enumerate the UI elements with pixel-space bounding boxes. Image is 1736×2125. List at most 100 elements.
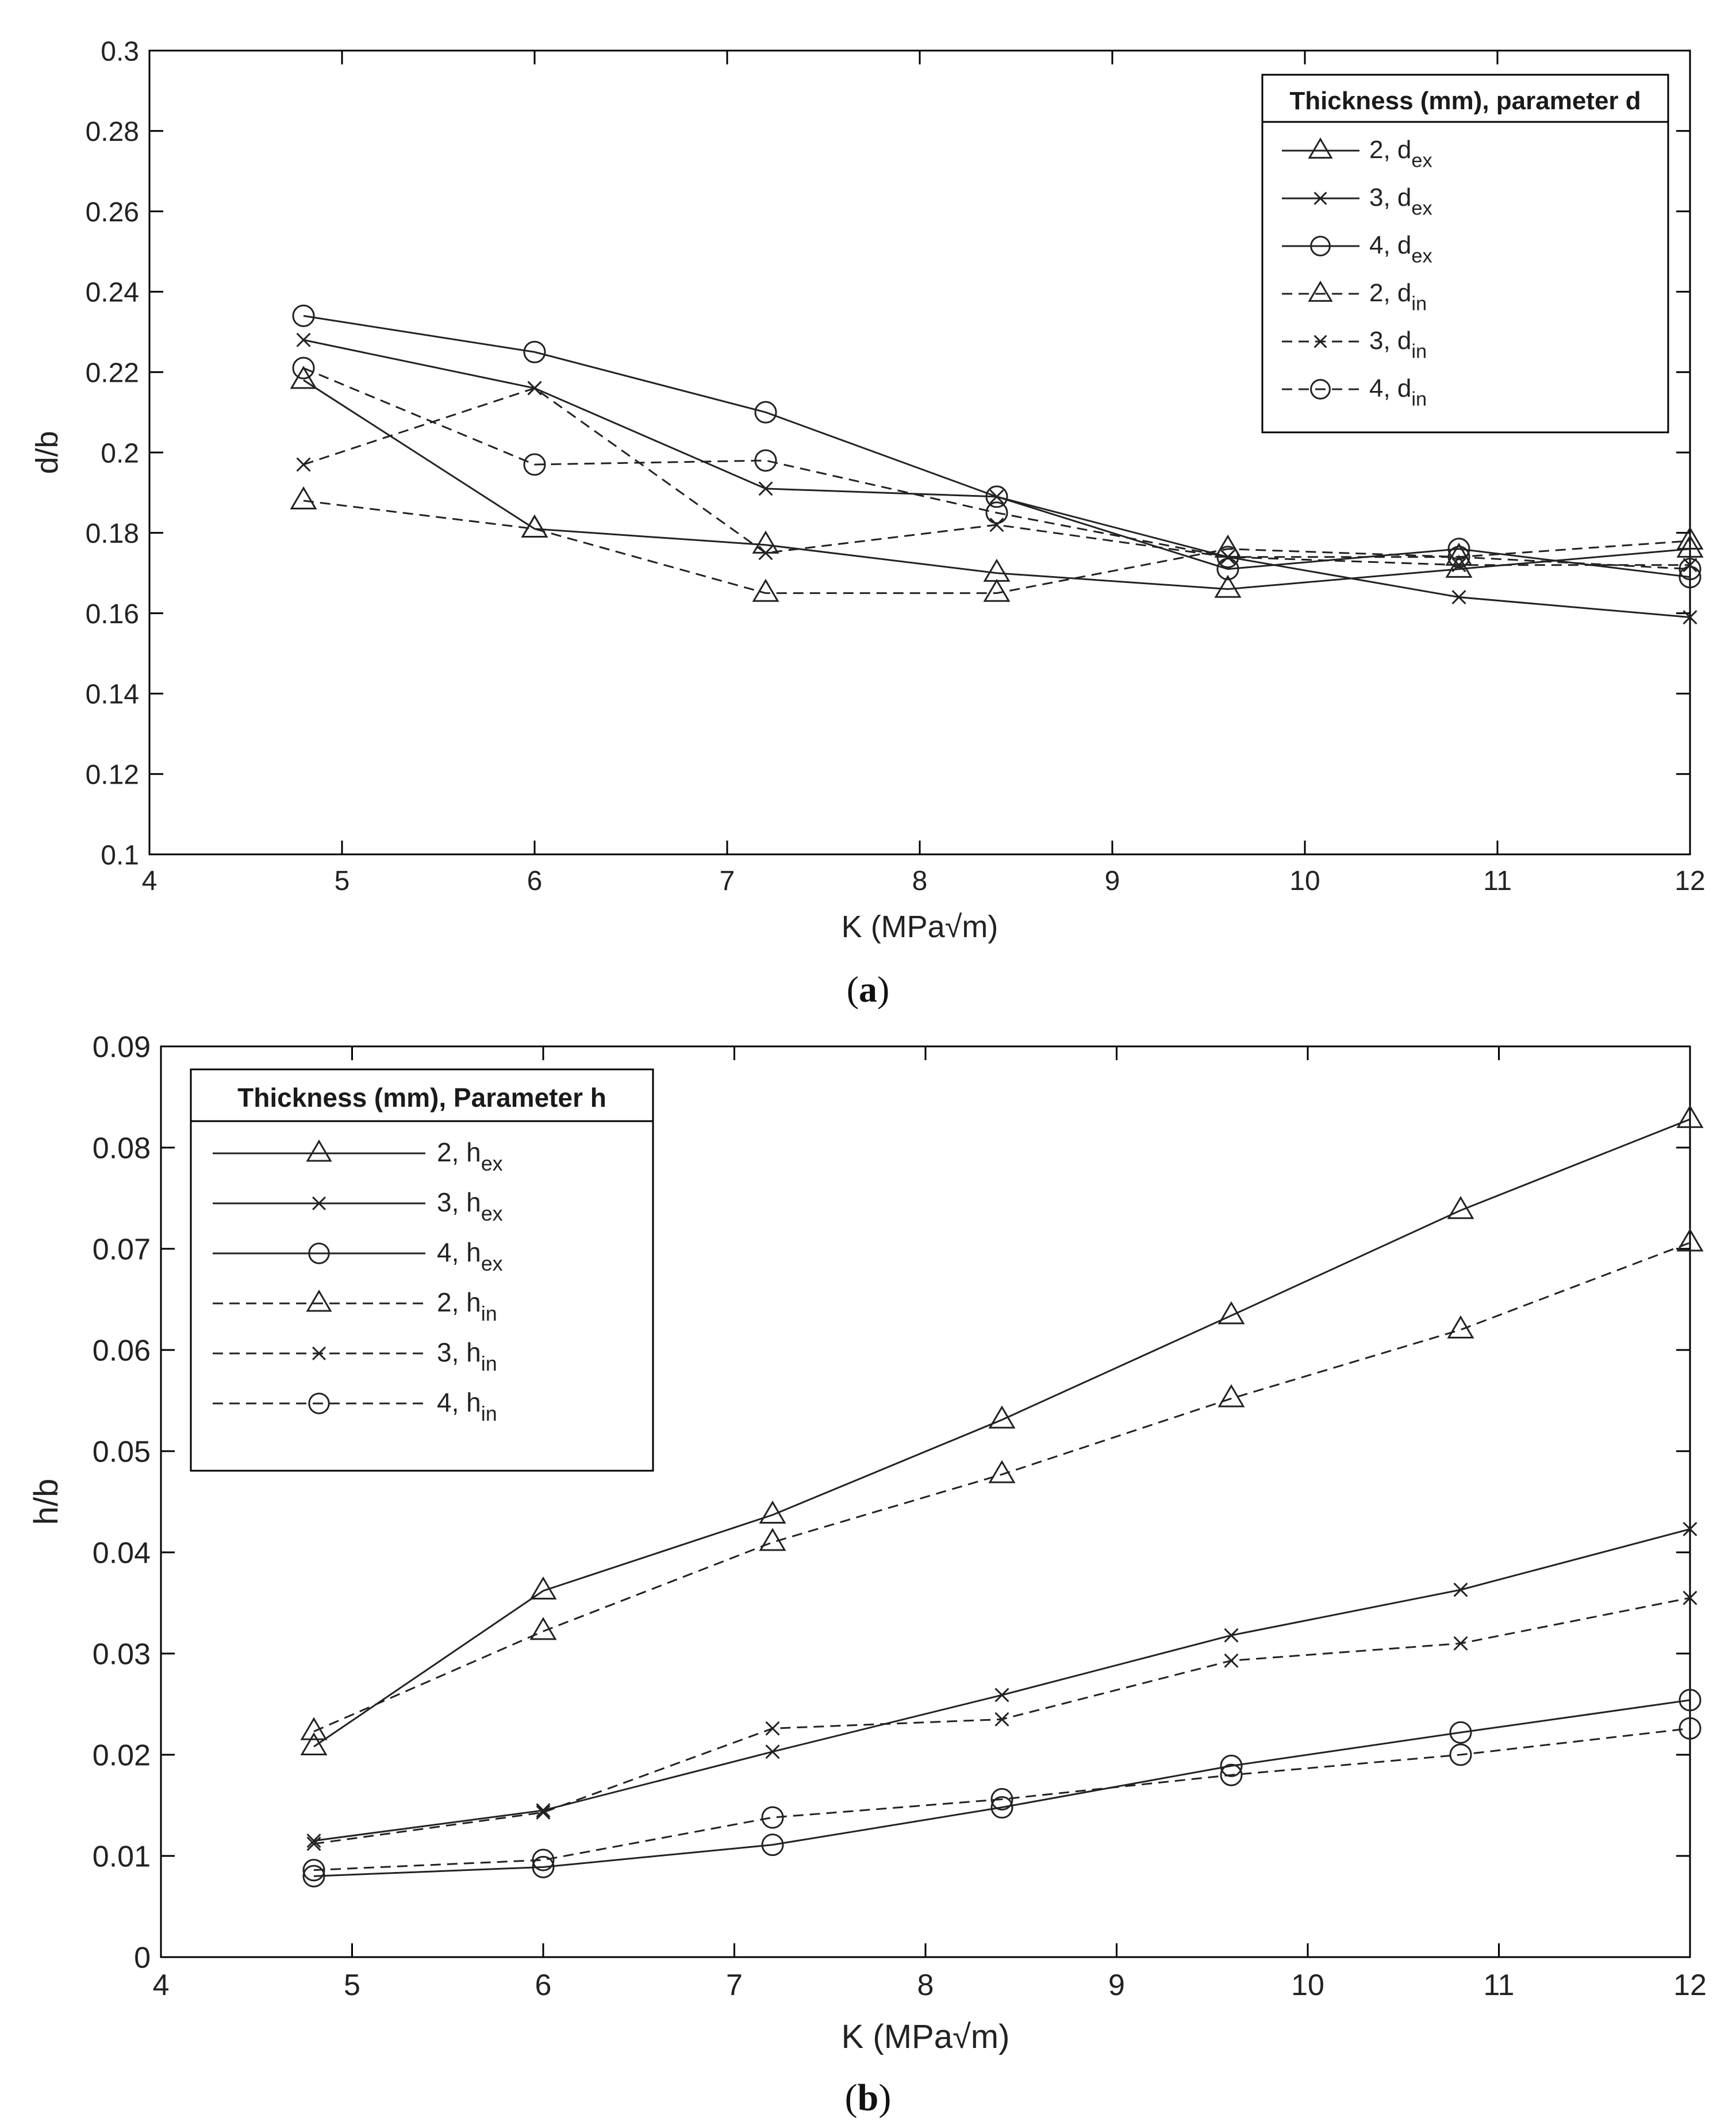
chart-b: 4 5 6 7 8 9 10 11 12 0 0.01 0.02 0.03 0.04 0.05 0.06 0.0… <box>28 1031 1707 2119</box>
x-tick-label: 9 <box>1105 866 1120 896</box>
legend-entry: 2, dex <box>1282 136 1432 172</box>
x-tick-label: 6 <box>535 1969 552 2002</box>
legend-marker-sample <box>306 1140 332 1162</box>
legend-marker-sample <box>308 1393 330 1414</box>
legend-entry: 2, hex <box>213 1137 503 1175</box>
data-point <box>761 1806 784 1829</box>
y-tick-label: 0.24 <box>86 278 139 308</box>
x-tick-label: 4 <box>153 1969 170 2002</box>
legend-box-b <box>190 1068 654 1472</box>
data-point <box>529 1576 557 1600</box>
series-line <box>313 1118 1691 1748</box>
data-point <box>290 366 317 389</box>
legend-entry: 2, din <box>1282 279 1427 315</box>
legend-label: 3, hin <box>437 1337 497 1375</box>
legend-label-main: 2, d <box>1369 279 1411 307</box>
data-point <box>300 1717 328 1740</box>
x-tick-label: 10 <box>1289 866 1320 896</box>
data-point <box>1220 1763 1243 1786</box>
legend-label-subscript: in <box>1411 389 1427 411</box>
y-tick-label: 0.12 <box>86 760 139 790</box>
legend-label-main: 2, h <box>437 1287 481 1317</box>
legend-label: 2, hex <box>437 1137 503 1175</box>
y-tick-label: 0.18 <box>86 519 139 549</box>
y-tick-label: 0.04 <box>93 1537 151 1570</box>
data-point <box>1447 1196 1474 1219</box>
data-point <box>300 1732 328 1756</box>
data-point <box>1447 546 1470 569</box>
x-tick-label: 7 <box>720 866 735 896</box>
data-point <box>1216 546 1239 569</box>
legend-label-subscript: ex <box>1411 198 1432 220</box>
legend-marker-sample <box>1313 191 1327 205</box>
y-tick-label: 0.3 <box>101 36 139 67</box>
x-tick-label: 12 <box>1674 866 1705 896</box>
data-point <box>1683 1590 1697 1605</box>
legend-label-subscript: in <box>1411 341 1427 363</box>
data-point <box>1224 1653 1239 1668</box>
legend-label-subscript: in <box>481 1352 497 1375</box>
data-point <box>1683 610 1697 625</box>
data-point <box>754 401 777 424</box>
data-point <box>536 1805 551 1820</box>
caption-letter-b: b <box>858 2077 879 2119</box>
data-point <box>990 1796 1013 1819</box>
x-tick-label: 5 <box>344 1969 360 2002</box>
data-point <box>529 1617 557 1640</box>
data-point <box>1679 558 1702 581</box>
data-point <box>1676 526 1704 550</box>
legend-label: 4, dex <box>1369 231 1432 267</box>
data-point <box>759 1528 786 1551</box>
y-axis-label-a: d/b <box>30 431 64 474</box>
x-tick-label: 5 <box>335 866 350 896</box>
x-tick-label: 11 <box>1484 1969 1515 2002</box>
legend-marker-sample <box>312 1196 326 1210</box>
legend-marker-sample <box>312 1347 326 1360</box>
x-tick-label: 9 <box>1108 1969 1125 2002</box>
subfigure-caption-b: (b) <box>845 2077 892 2119</box>
data-point <box>292 304 315 327</box>
legend-title-a: Thickness (mm), parameter d <box>1289 87 1641 115</box>
data-point <box>306 1836 321 1851</box>
legend-label-main: 4, d <box>1369 231 1411 259</box>
data-point <box>983 578 1011 602</box>
x-tick-label: 8 <box>912 866 928 896</box>
y-axis-label-b: h/b <box>28 1479 65 1525</box>
data-point <box>1676 1228 1704 1252</box>
legend-label: 2, din <box>1369 279 1427 314</box>
series-3-h-ex <box>306 1522 1697 1848</box>
data-point <box>990 1788 1013 1811</box>
series-4-h-ex <box>302 1689 1702 1888</box>
data-point <box>988 1460 1016 1483</box>
data-point <box>306 1834 321 1848</box>
series-group-a <box>290 304 1704 625</box>
y-tick-label: 0.28 <box>86 117 139 147</box>
data-point <box>536 1803 551 1818</box>
data-point <box>1220 1754 1243 1777</box>
y-tick-label: 0.22 <box>86 358 139 388</box>
series-2-h-in <box>300 1228 1704 1740</box>
data-point <box>1683 558 1697 573</box>
data-point <box>985 485 1008 508</box>
x-axis-label-b: K (MPa√m) <box>842 2018 1010 2055</box>
legend-label: 3, hex <box>437 1187 503 1225</box>
data-point <box>302 1859 325 1882</box>
legend-label-subscript: ex <box>1411 150 1432 172</box>
legend-entry: 2, hin <box>213 1287 497 1325</box>
legend-label-main: 3, d <box>1369 327 1411 355</box>
data-point <box>994 1687 1009 1702</box>
data-point <box>296 332 311 347</box>
data-point <box>1449 1721 1472 1744</box>
data-point <box>1217 1384 1245 1407</box>
y-tick-label: 0.07 <box>93 1233 151 1267</box>
data-point <box>1679 1689 1702 1712</box>
caption-letter-a: a <box>859 969 877 1010</box>
series-line <box>303 314 1691 578</box>
x-tick-label: 4 <box>142 866 158 896</box>
data-point <box>523 453 546 476</box>
legend-label-subscript: ex <box>481 1252 503 1275</box>
data-point <box>1676 1104 1704 1128</box>
series-3-d-in <box>296 381 1697 573</box>
legend-label-subscript: in <box>481 1402 497 1425</box>
y-tick-label: 0 <box>134 1942 151 1975</box>
